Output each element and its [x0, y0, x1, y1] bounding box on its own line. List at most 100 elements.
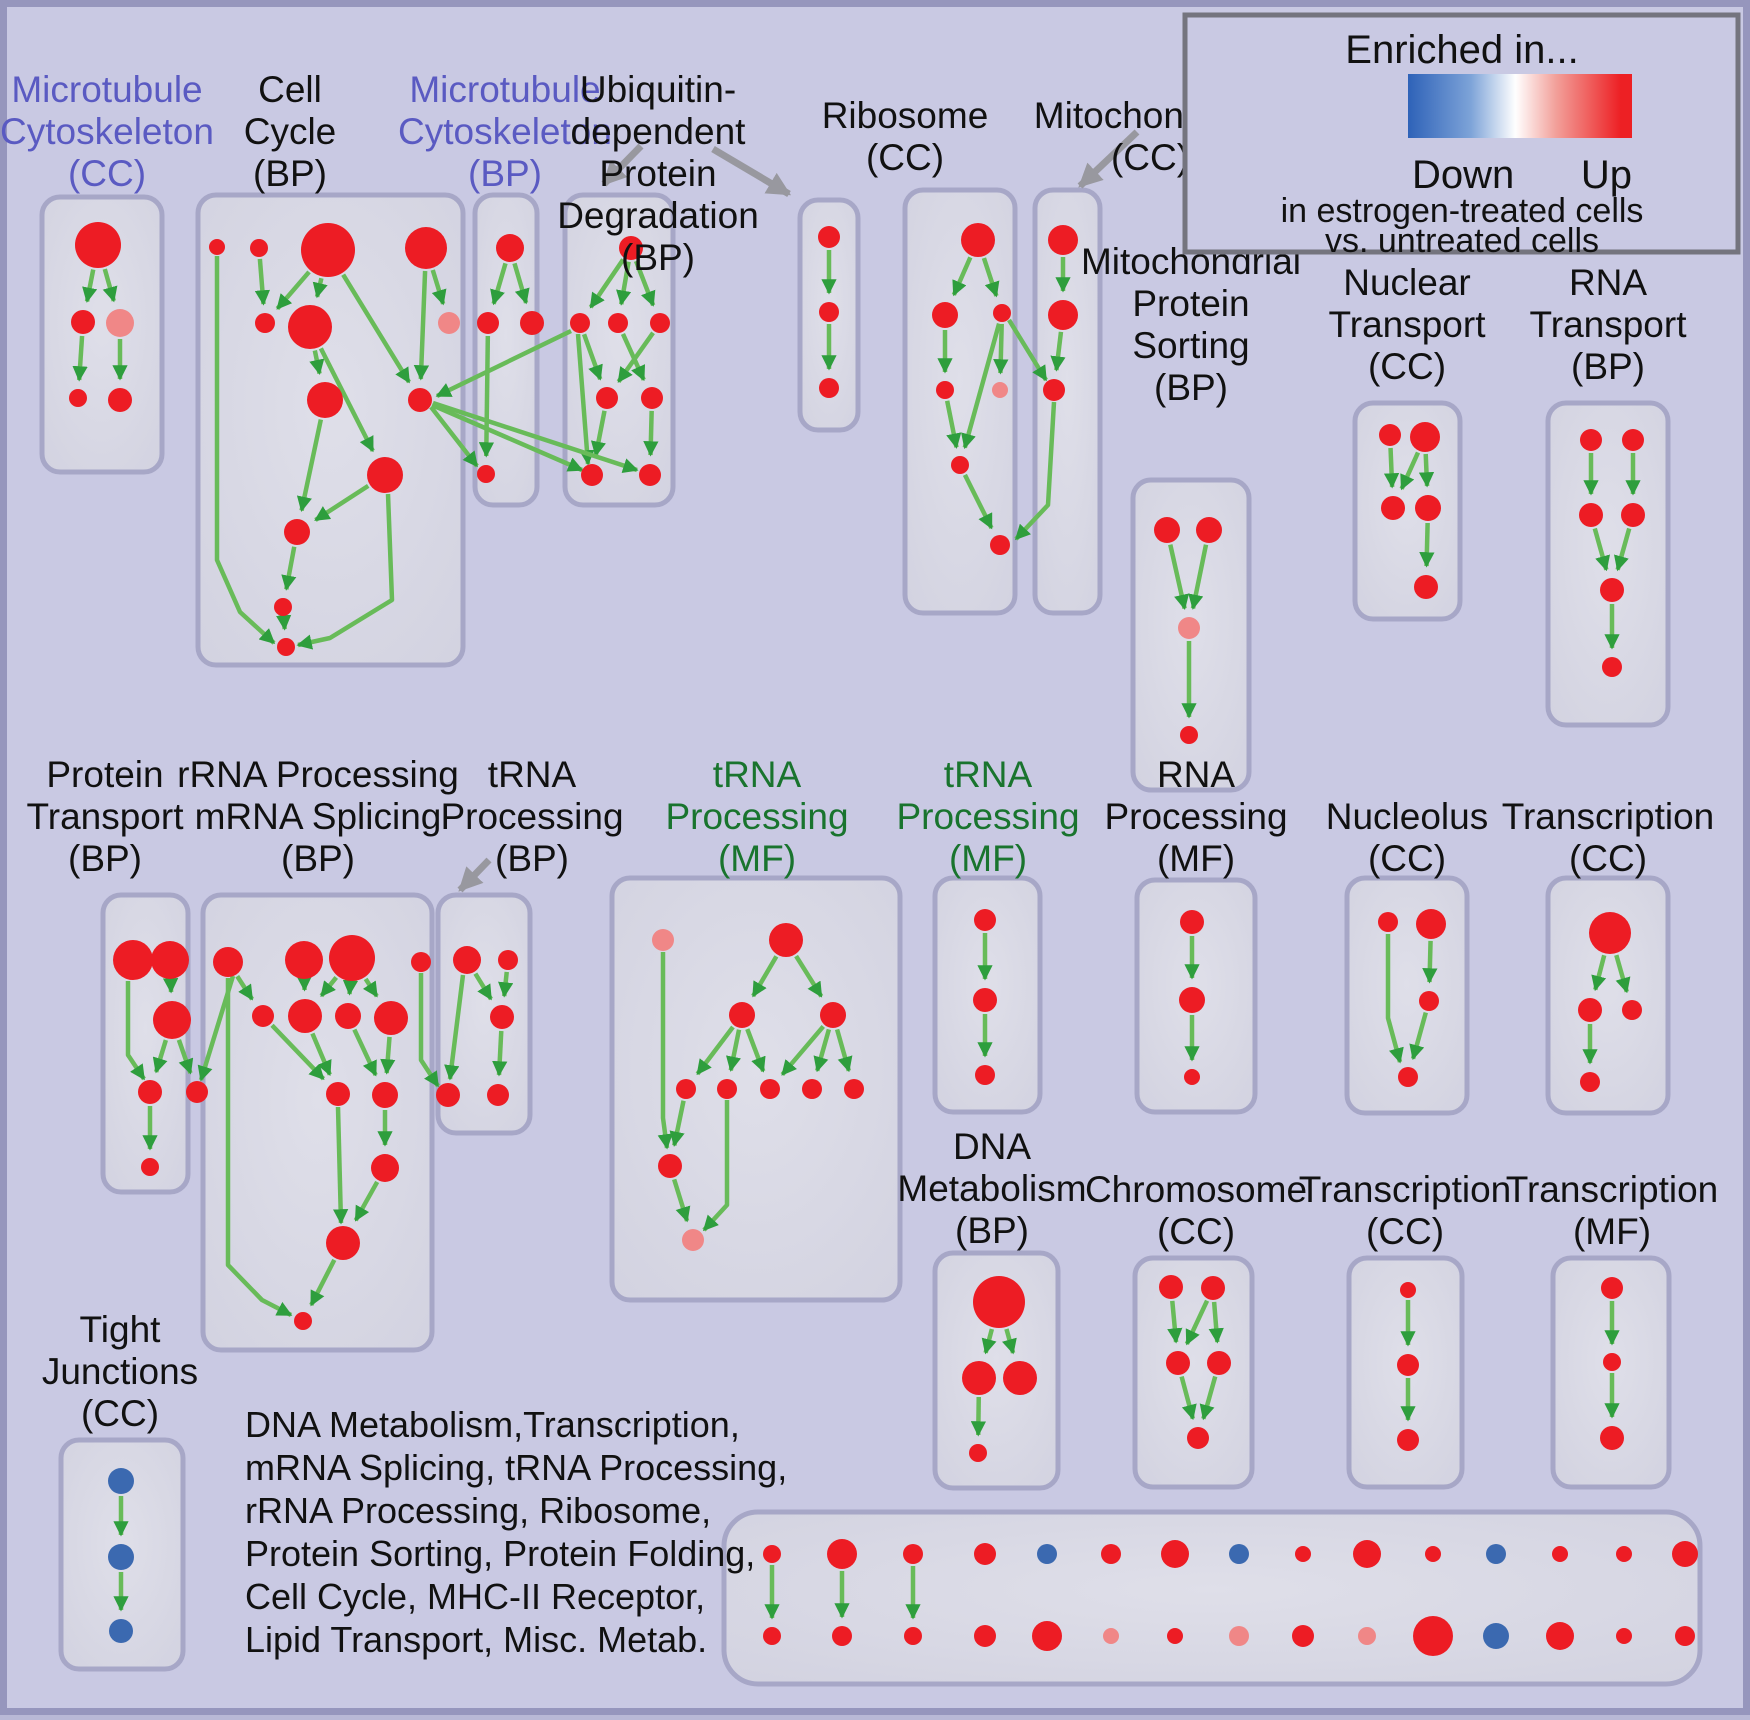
cluster-label-chromosome-cc: (CC) — [1157, 1211, 1235, 1252]
go-term-node — [453, 946, 481, 974]
legend-title: Enriched in... — [1345, 28, 1578, 72]
go-term-node — [974, 909, 996, 931]
go-term-node — [1616, 1628, 1632, 1644]
go-term-node — [307, 382, 343, 418]
go-term-node — [326, 1226, 360, 1260]
go-term-node — [1295, 1546, 1311, 1562]
cluster-label-ribosome-cc: (CC) — [866, 137, 944, 178]
cluster-label-rrna-mrna-bp: mRNA Splicing — [195, 796, 442, 837]
go-term-node — [903, 1544, 923, 1564]
go-term-node — [1043, 379, 1065, 401]
cluster-label-trna-processing-bp: (BP) — [495, 838, 569, 879]
go-term-node — [844, 1079, 864, 1099]
go-term-node — [69, 389, 87, 407]
go-term-node — [936, 381, 954, 399]
cluster-label-rna-transport-bp: Transport — [1530, 304, 1688, 345]
go-term-node — [520, 311, 544, 335]
go-term-node — [477, 465, 495, 483]
go-term-node — [1622, 1000, 1642, 1020]
go-term-node — [138, 1080, 162, 1104]
cluster-label-cell-cycle-bp: Cycle — [244, 111, 337, 152]
legend-subtitle-2: vs. untreated cells — [1325, 222, 1599, 260]
go-term-node — [1603, 1353, 1621, 1371]
go-term-node — [832, 1626, 852, 1646]
cluster-label-mitochondrial-protein-sorting-bp: Sorting — [1132, 325, 1249, 366]
go-term-node — [1178, 617, 1200, 639]
go-term-node — [408, 388, 432, 412]
cluster-label-trna-processing-bp: tRNA — [488, 754, 577, 795]
edge-arrow — [350, 983, 351, 994]
edge-arrow — [387, 1037, 390, 1073]
cluster-label-trna-processing-bp: Processing — [440, 796, 623, 837]
go-term-node — [1622, 429, 1644, 451]
go-term-node — [1616, 1546, 1632, 1562]
cluster-label-nucleolus-cc: Nucleolus — [1326, 796, 1488, 837]
mixed-terms-text-line: mRNA Splicing, tRNA Processing, — [245, 1447, 787, 1488]
go-term-node — [819, 302, 839, 322]
go-term-node — [990, 535, 1010, 555]
cluster-label-transcription-cc-mid: (CC) — [1569, 838, 1647, 879]
legend-gradient-bar — [1408, 74, 1632, 138]
go-term-node — [1425, 1546, 1441, 1562]
cluster-label-rrna-mrna-bp: rRNA Processing — [177, 754, 459, 795]
cluster-label-protein-transport-bp: Transport — [27, 796, 185, 837]
go-term-node — [106, 309, 134, 337]
go-term-node — [372, 1082, 398, 1108]
cluster-label-ubiquitin-degradation-bp: dependent — [571, 111, 747, 152]
go-term-node — [1179, 987, 1205, 1013]
go-term-node — [1180, 726, 1198, 744]
go-term-node — [186, 1081, 208, 1103]
cluster-label-protein-transport-bp: (BP) — [68, 838, 142, 879]
go-term-node — [108, 1544, 134, 1570]
go-term-node — [1381, 496, 1405, 520]
cluster-label-ubiquitin-degradation-bp: Degradation — [557, 195, 759, 236]
edge-arrow — [651, 411, 652, 455]
go-term-node — [1353, 1540, 1381, 1568]
cluster-label-mitochondrial-protein-sorting-bp: Protein — [1132, 283, 1249, 324]
cluster-label-dna-metabolism-bp: Metabolism — [897, 1168, 1086, 1209]
cluster-label-dna-metabolism-bp: DNA — [953, 1126, 1031, 1167]
go-term-node — [639, 464, 661, 486]
go-term-node — [326, 1082, 350, 1106]
go-term-node — [1414, 575, 1438, 599]
cluster-label-transcription-cc-bottom: (CC) — [1366, 1211, 1444, 1252]
go-term-node — [1486, 1544, 1506, 1564]
cluster-label-ubiquitin-degradation-bp: (BP) — [621, 237, 695, 278]
go-term-node — [1154, 517, 1180, 543]
go-term-node — [596, 387, 618, 409]
go-term-node — [1580, 429, 1602, 451]
edge-arrow — [1214, 1302, 1217, 1342]
go-term-node — [1580, 1072, 1600, 1092]
go-term-node — [1229, 1544, 1249, 1564]
cluster-label-nuclear-transport-cc: Transport — [1329, 304, 1487, 345]
cluster-label-ubiquitin-degradation-bp: Ubiquitin- — [580, 69, 736, 110]
go-term-node — [1601, 1277, 1623, 1299]
go-term-node — [951, 456, 969, 474]
go-term-node — [255, 313, 275, 333]
cluster-label-microtubule-cytoskeleton-cc: (CC) — [68, 153, 146, 194]
edge-arrow — [1000, 324, 1001, 373]
go-term-node — [760, 1079, 780, 1099]
go-term-node — [729, 1002, 755, 1028]
go-term-node — [1180, 910, 1204, 934]
go-term-node — [975, 1065, 995, 1085]
go-term-node — [1600, 1426, 1624, 1450]
go-term-node — [1672, 1541, 1698, 1567]
go-term-node — [1048, 300, 1078, 330]
go-term-node — [1358, 1627, 1376, 1645]
edge-arrow — [1427, 523, 1428, 566]
cluster-label-transcription-cc-mid: Transcription — [1502, 796, 1714, 837]
go-term-node — [1621, 503, 1645, 527]
go-term-node — [288, 999, 322, 1033]
cluster-label-ribosome-cc: Ribosome — [822, 95, 989, 136]
cluster-label-rna-processing-mf: (MF) — [1157, 838, 1235, 879]
go-term-node — [1410, 422, 1440, 452]
go-term-node — [153, 1001, 191, 1039]
go-term-node — [285, 941, 323, 979]
cluster-label-chromosome-cc: Chromosome — [1085, 1169, 1307, 1210]
cluster-label-nuclear-transport-cc: Nuclear — [1343, 262, 1471, 303]
go-term-node — [405, 227, 447, 269]
cluster-box-mixed-terms-band — [724, 1512, 1700, 1684]
go-term-node — [904, 1627, 922, 1645]
